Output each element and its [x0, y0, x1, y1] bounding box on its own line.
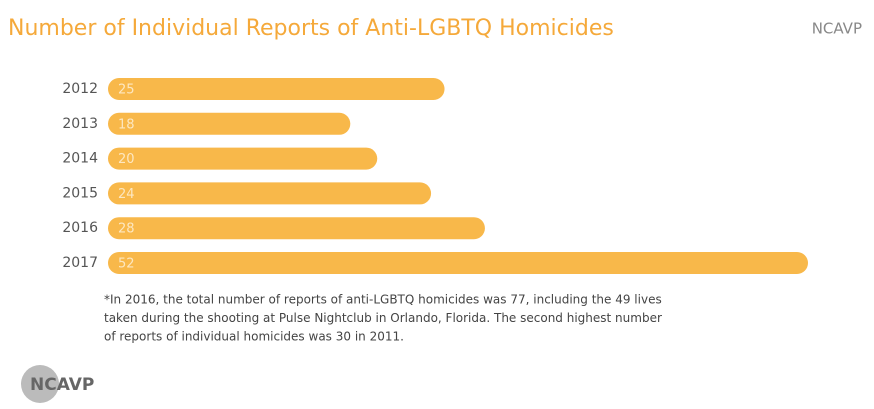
bar — [108, 78, 445, 100]
data-label: 52 — [118, 257, 135, 272]
y-tick-label: 2015 — [62, 185, 98, 201]
bar — [108, 252, 808, 274]
source: NCAVP — [812, 20, 862, 38]
data-label: 28 — [118, 222, 135, 237]
y-tick-label: 2017 — [62, 255, 98, 271]
data-label: 20 — [118, 152, 135, 167]
data-label: 25 — [118, 83, 135, 98]
bar — [108, 182, 432, 205]
bar — [108, 217, 485, 240]
chart-title: Number of Individual Reports of Anti-LGB… — [8, 16, 614, 41]
data-label: 24 — [118, 187, 135, 202]
logo-circle — [21, 365, 59, 403]
y-tick-label: 2012 — [62, 81, 98, 97]
bar — [108, 112, 351, 135]
footnote: *In 2016, the total number of reports of… — [104, 293, 662, 307]
y-tick-label: 2016 — [62, 220, 98, 236]
footnote: taken during the shooting at Pulse Night… — [104, 311, 662, 325]
data-label: 18 — [118, 117, 135, 132]
y-tick-label: 2014 — [62, 151, 98, 167]
y-tick-label: 2013 — [62, 116, 98, 132]
bar — [108, 147, 378, 170]
footnote: of reports of individual homicides was 3… — [104, 330, 404, 344]
logo: NCAVP — [30, 375, 94, 395]
